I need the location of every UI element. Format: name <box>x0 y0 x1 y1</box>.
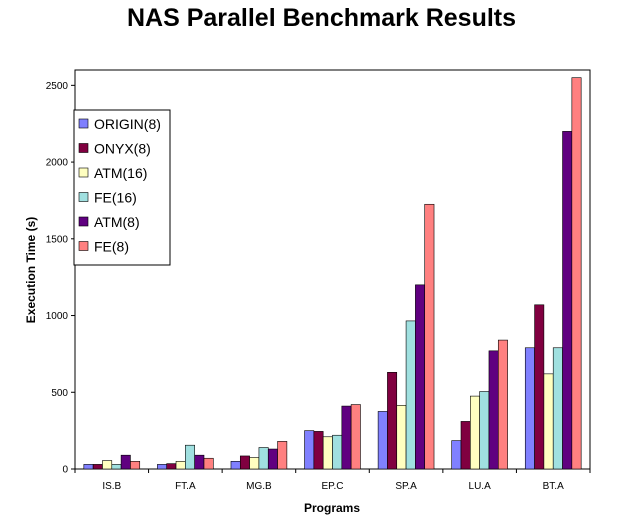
bar <box>497 339 508 470</box>
bar <box>249 457 260 470</box>
chart-title: NAS Parallel Benchmark Results <box>126 4 517 32</box>
bar <box>470 395 480 470</box>
legend-label: ORIGIN(8) <box>94 116 161 132</box>
bar <box>350 404 361 470</box>
bar <box>194 454 205 470</box>
legend-box <box>73 109 171 266</box>
bar <box>424 203 435 470</box>
bar <box>543 373 554 470</box>
bar <box>387 372 398 470</box>
bar <box>524 347 535 470</box>
bar <box>313 431 324 470</box>
x-tick-label: MG.B <box>246 481 272 492</box>
legend-swatch <box>78 143 89 153</box>
legend-label: ATM(8) <box>94 214 140 230</box>
bar <box>322 436 333 470</box>
x-tick-label: FT.A <box>175 481 196 492</box>
bar <box>332 434 343 470</box>
bar <box>552 347 563 470</box>
bar <box>267 448 278 470</box>
y-tick-label: 1000 <box>46 311 69 322</box>
legend-label: ONYX(8) <box>94 141 151 157</box>
bar <box>92 464 103 470</box>
y-tick-label: 2500 <box>46 81 69 92</box>
y-tick-label: 1500 <box>46 234 69 245</box>
bar <box>102 460 113 470</box>
x-tick-label: LU.A <box>469 481 492 492</box>
bar <box>451 440 462 470</box>
bar <box>185 444 195 470</box>
bar <box>341 405 352 470</box>
bar <box>479 391 490 470</box>
bar <box>111 464 122 470</box>
legend-label: FE(16) <box>94 190 137 206</box>
y-tick-label: 2000 <box>46 158 69 169</box>
x-tick-label: BT.A <box>543 481 564 492</box>
bar <box>571 77 582 470</box>
bar <box>415 284 426 470</box>
legend-swatch <box>78 167 89 178</box>
bar <box>203 457 214 470</box>
y-axis-title: Execution Time (s) <box>24 217 38 323</box>
bar <box>175 461 186 470</box>
x-tick-label: EP.C <box>321 481 343 492</box>
x-tick-label: SP.A <box>395 481 417 492</box>
bar <box>377 411 388 470</box>
legend-swatch <box>78 241 89 251</box>
bars <box>83 77 582 470</box>
y-tick-label: 0 <box>62 465 68 476</box>
legend: ORIGIN(8) ONYX(8) ATM(16) FE(16) ATM(8) FE(8) <box>73 109 171 266</box>
y-tick-label: 500 <box>51 388 68 399</box>
bar <box>405 320 416 470</box>
bar <box>120 454 131 470</box>
legend-swatch <box>78 216 89 227</box>
bar <box>488 350 499 470</box>
bar <box>239 455 250 470</box>
x-axis-title: Programs <box>304 501 360 515</box>
bar <box>304 430 315 470</box>
bar <box>230 461 241 470</box>
bar <box>83 464 94 470</box>
bar <box>258 447 269 470</box>
bar <box>130 461 141 470</box>
bar <box>166 463 177 470</box>
legend-label: FE(8) <box>94 239 129 255</box>
x-tick-label: IS.B <box>102 481 121 492</box>
bar <box>396 405 407 470</box>
legend-label: ATM(16) <box>94 165 147 181</box>
bar <box>534 304 545 470</box>
legend-swatch <box>78 192 89 202</box>
bar <box>157 464 168 470</box>
bar <box>562 131 573 470</box>
bar <box>460 421 471 470</box>
bar <box>277 441 288 470</box>
legend-swatch <box>78 118 89 129</box>
